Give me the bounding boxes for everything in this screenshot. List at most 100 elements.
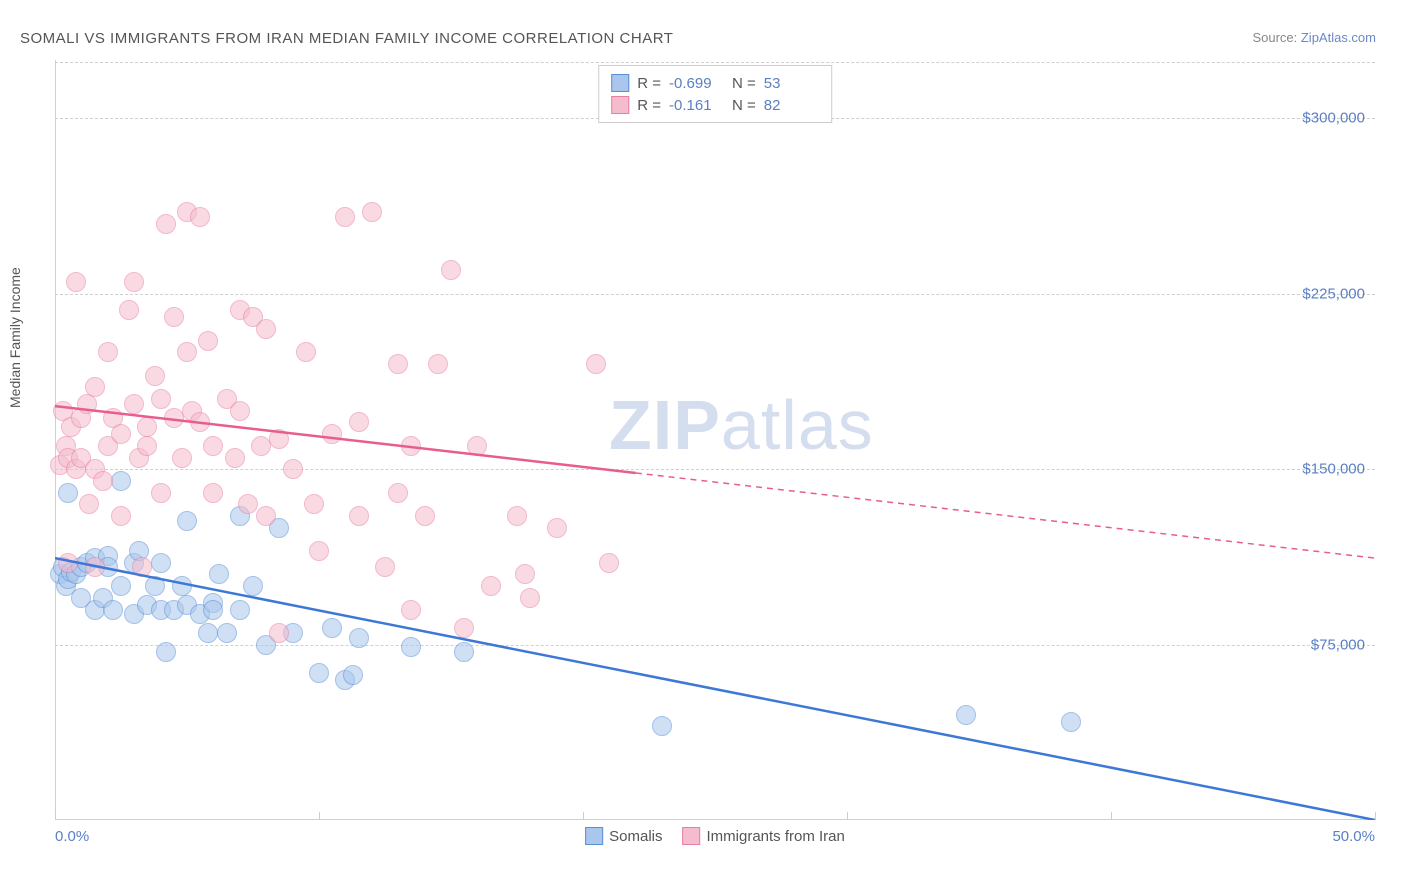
x-axis-line: [55, 819, 1375, 820]
scatter-point: [103, 600, 123, 620]
scatter-point: [209, 564, 229, 584]
scatter-point: [225, 448, 245, 468]
scatter-point: [335, 207, 355, 227]
scatter-point: [388, 483, 408, 503]
scatter-point: [198, 331, 218, 351]
stats-n-value: 82: [764, 97, 819, 114]
scatter-point: [156, 214, 176, 234]
scatter-point: [515, 564, 535, 584]
watermark-atlas: atlas: [721, 386, 874, 464]
scatter-point: [1061, 712, 1081, 732]
source-attribution: Source: ZipAtlas.com: [1252, 30, 1376, 45]
scatter-point: [309, 663, 329, 683]
scatter-point: [98, 342, 118, 362]
x-tick: [847, 812, 848, 820]
x-tick: [319, 812, 320, 820]
scatter-point: [547, 518, 567, 538]
scatter-point: [145, 576, 165, 596]
scatter-point: [151, 553, 171, 573]
stats-n-label: N =: [732, 75, 756, 92]
scatter-point: [256, 319, 276, 339]
scatter-point: [137, 436, 157, 456]
scatter-point: [124, 394, 144, 414]
y-tick-label: $150,000: [1302, 461, 1365, 478]
scatter-point: [93, 471, 113, 491]
scatter-point: [85, 377, 105, 397]
scatter-point: [172, 576, 192, 596]
scatter-point: [85, 557, 105, 577]
scatter-point: [362, 202, 382, 222]
stats-n-label: N =: [732, 97, 756, 114]
scatter-point: [230, 600, 250, 620]
gridline: [55, 294, 1375, 295]
scatter-point: [172, 448, 192, 468]
scatter-point: [243, 576, 263, 596]
scatter-point: [203, 436, 223, 456]
scatter-point: [428, 354, 448, 374]
scatter-point: [66, 272, 86, 292]
stats-r-label: R =: [637, 97, 661, 114]
scatter-point: [520, 588, 540, 608]
scatter-point: [349, 506, 369, 526]
scatter-point: [309, 541, 329, 561]
scatter-point: [599, 553, 619, 573]
scatter-point: [177, 511, 197, 531]
x-tick-label: 50.0%: [1332, 828, 1375, 845]
scatter-point: [956, 705, 976, 725]
scatter-point: [304, 494, 324, 514]
scatter-point: [164, 307, 184, 327]
scatter-point: [256, 506, 276, 526]
gridline: [55, 645, 1375, 646]
scatter-point: [190, 412, 210, 432]
legend-label: Immigrants from Iran: [706, 828, 844, 845]
legend-swatch: [682, 827, 700, 845]
trendline: [55, 558, 1375, 820]
scatter-point: [238, 494, 258, 514]
gridline: [55, 469, 1375, 470]
scatter-point: [119, 300, 139, 320]
source-link[interactable]: ZipAtlas.com: [1301, 30, 1376, 45]
scatter-point: [343, 665, 363, 685]
scatter-point: [190, 207, 210, 227]
chart-plot-area: ZIPatlas $75,000$150,000$225,000$300,000…: [55, 60, 1375, 820]
x-tick: [583, 812, 584, 820]
y-axis-label: Median Family Income: [7, 267, 23, 408]
scatter-point: [177, 342, 197, 362]
scatter-point: [388, 354, 408, 374]
scatter-point: [481, 576, 501, 596]
y-tick-label: $225,000: [1302, 285, 1365, 302]
scatter-point: [507, 506, 527, 526]
scatter-point: [151, 483, 171, 503]
scatter-point: [79, 494, 99, 514]
stats-legend-row: R = -0.161 N = 82: [611, 94, 819, 116]
scatter-point: [203, 483, 223, 503]
scatter-point: [322, 618, 342, 638]
stats-legend: R =-0.699N =53R =-0.161N =82: [598, 65, 832, 123]
stats-legend-row: R =-0.699N =53: [611, 72, 819, 94]
scatter-point: [454, 618, 474, 638]
scatter-point: [111, 471, 131, 491]
scatter-point: [111, 576, 131, 596]
scatter-point: [58, 553, 78, 573]
legend-label: Somalis: [609, 828, 662, 845]
scatter-point: [230, 401, 250, 421]
scatter-point: [132, 557, 152, 577]
stats-n-value: 53: [764, 75, 819, 92]
legend-item: Somalis: [585, 827, 662, 845]
scatter-point: [296, 342, 316, 362]
stats-r-value: -0.161: [669, 97, 724, 114]
scatter-point: [652, 716, 672, 736]
trendline-extrapolated: [636, 473, 1375, 558]
scatter-point: [349, 628, 369, 648]
scatter-point: [111, 424, 131, 444]
scatter-point: [111, 506, 131, 526]
scatter-point: [375, 557, 395, 577]
source-label: Source:: [1252, 30, 1300, 45]
scatter-point: [151, 389, 171, 409]
scatter-point: [251, 436, 271, 456]
scatter-point: [269, 623, 289, 643]
watermark: ZIPatlas: [609, 385, 874, 465]
scatter-point: [415, 506, 435, 526]
x-tick: [1375, 812, 1376, 820]
scatter-point: [283, 459, 303, 479]
